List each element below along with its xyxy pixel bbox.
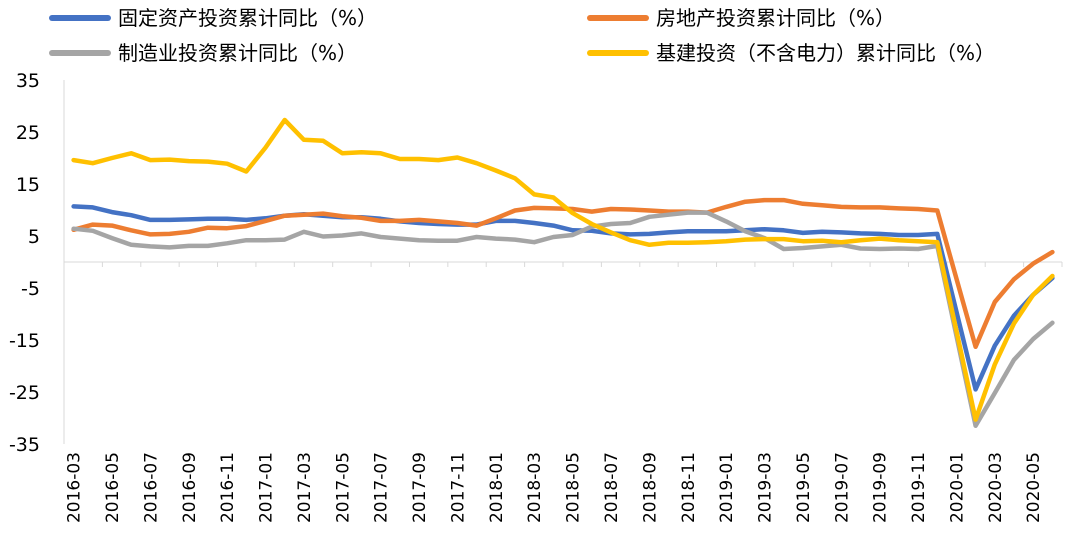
x-tick-label: 2020-05	[1024, 452, 1044, 523]
x-tick-label: 2018-05	[564, 452, 584, 523]
x-tick-label: 2017-05	[333, 452, 353, 523]
x-tick-label: 2020-03	[986, 452, 1006, 523]
legend-label-1: 固定资产投资累计同比（%）	[118, 6, 377, 30]
x-tick-label: 2019-07	[832, 452, 852, 523]
y-tick-label: 35	[16, 70, 40, 92]
y-tick-label: 25	[16, 122, 40, 144]
x-tick-label: 2019-03	[756, 452, 776, 523]
x-tick-label: 2017-01	[257, 452, 277, 523]
legend-label-3: 制造业投资累计同比（%）	[118, 41, 357, 65]
x-tick-label: 2016-07	[141, 452, 161, 523]
x-tick-label: 2016-03	[65, 452, 85, 523]
y-axis: 35 25 15 5 -5 -15 -25 -35	[9, 70, 65, 456]
series-line-4	[71, 117, 1055, 422]
series-line-3	[71, 210, 1055, 429]
x-axis: 2016-03 2016-05 2016-07 2016-09 2016-11 2017-…	[63, 261, 1063, 523]
x-tick-label: 2016-05	[103, 452, 123, 523]
series-line-2	[71, 197, 1055, 350]
x-tick-label: 2016-09	[180, 452, 200, 523]
x-tick-label: 2017-11	[448, 452, 468, 523]
y-tick-label: 15	[16, 174, 40, 196]
x-tick-label: 2018-01	[487, 452, 507, 523]
x-tick-label: 2016-11	[218, 452, 238, 523]
legend: 固定资产投资累计同比（%） 房地产投资累计同比（%） 制造业投资累计同比（%） 基建投…	[49, 6, 995, 65]
x-tick-label: 2020-01	[947, 452, 967, 523]
series-line-1	[71, 204, 1055, 392]
legend-label-4: 基建投资（不含电力）累计同比（%）	[656, 41, 995, 65]
x-tick-label: 2017-07	[372, 452, 392, 523]
x-tick-label: 2017-09	[410, 452, 430, 523]
y-tick-label: -25	[9, 382, 40, 404]
x-tick-label: 2019-01	[717, 452, 737, 523]
series-layer	[71, 117, 1055, 429]
legend-label-2: 房地产投资累计同比（%）	[656, 6, 895, 30]
x-tick-label: 2019-09	[871, 452, 891, 523]
x-tick-label: 2019-11	[909, 452, 929, 523]
x-tick-label: 2018-03	[525, 452, 545, 523]
x-tick-label: 2017-03	[295, 452, 315, 523]
x-tick-label: 2019-05	[794, 452, 814, 523]
x-tick-label: 2018-07	[602, 452, 622, 523]
y-tick-label: 5	[28, 226, 40, 248]
x-tick-label: 2018-09	[640, 452, 660, 523]
x-tick-label: 2018-11	[679, 452, 699, 523]
y-tick-label: -15	[9, 330, 40, 352]
y-tick-label: -5	[21, 278, 40, 300]
y-tick-label: -35	[9, 434, 40, 456]
